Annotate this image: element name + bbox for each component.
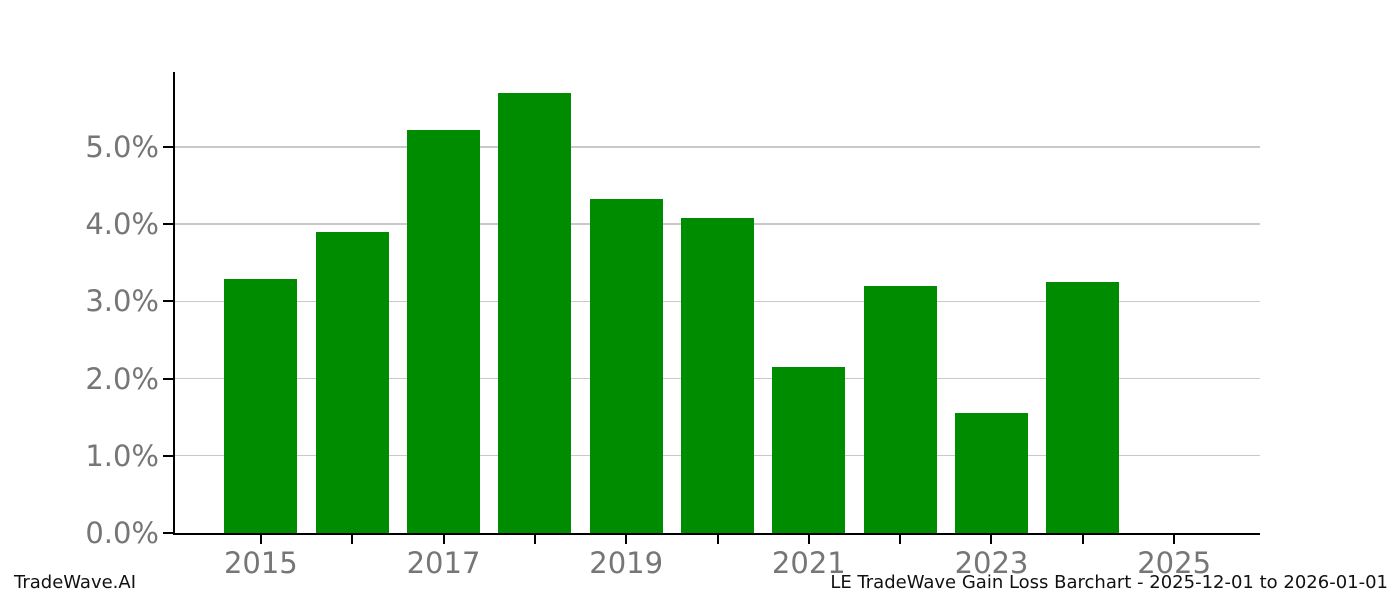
plot-area: 0.0% 1.0% 2.0% 3.0% 4.0% 5.0% 2015 2017 2019 2021…	[85, 72, 1260, 580]
y-tick-label: 1.0%	[85, 438, 159, 473]
bar-2016	[315, 231, 389, 533]
y-tick-label: 4.0%	[85, 207, 159, 242]
bar-2024	[1046, 282, 1120, 533]
x-tick-label: 2025	[1137, 546, 1212, 580]
x-axis-line	[173, 533, 1260, 535]
y-tick-mark	[163, 532, 173, 534]
y-tick-label: 2.0%	[85, 361, 159, 396]
y-tick-label: 0.0%	[85, 516, 159, 550]
bar-2022	[863, 285, 937, 533]
x-tick-label: 2019	[589, 546, 664, 580]
x-tick-mark	[625, 535, 628, 544]
x-tick-mark	[533, 535, 536, 544]
x-tick-mark	[990, 535, 993, 544]
bar-2019	[589, 198, 663, 533]
y-tick-label: 3.0%	[85, 284, 159, 319]
x-tick-mark	[807, 535, 810, 544]
y-tick-mark	[163, 454, 173, 457]
y-axis-line	[173, 72, 175, 535]
x-tick-label: 2017	[406, 546, 481, 580]
x-tick-mark	[716, 535, 719, 544]
chart-title: LE TradeWave Gain Loss Barchart - 2025-1…	[830, 572, 1388, 593]
x-tick-mark	[351, 535, 354, 544]
bar-2015	[224, 278, 298, 533]
gridline	[175, 146, 1260, 148]
bar-2021	[772, 366, 846, 533]
y-tick-label: 5.0%	[85, 129, 159, 164]
x-tick-mark	[259, 535, 262, 544]
x-tick-mark	[899, 535, 902, 544]
y-tick-mark	[163, 145, 173, 148]
y-tick-mark	[163, 223, 173, 226]
bar-2023	[954, 412, 1029, 533]
y-tick-mark	[163, 300, 173, 303]
x-tick-label: 2015	[223, 546, 298, 580]
y-tick-mark	[163, 377, 173, 380]
bar-2017	[406, 129, 481, 533]
x-tick-label: 2023	[954, 546, 1029, 580]
bar-2020	[680, 217, 755, 533]
x-tick-mark	[1173, 535, 1176, 544]
bar-2018	[498, 92, 572, 533]
x-tick-label: 2021	[771, 546, 846, 580]
footer-brand: TradeWave.AI	[14, 572, 137, 593]
x-tick-mark	[1081, 535, 1084, 544]
x-tick-mark	[442, 535, 445, 544]
